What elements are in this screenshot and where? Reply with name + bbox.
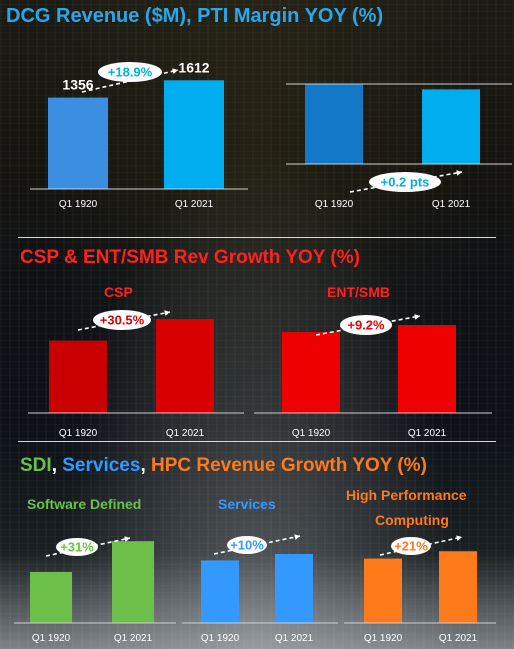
- pti_margin-tick-label-0: Q1 1920: [315, 199, 354, 210]
- sdi-chart: Q1 1920 Q1 2021 +31%: [14, 536, 176, 644]
- hpc-subtitle-line2: Computing: [375, 512, 449, 528]
- hpc-tick-label-1: Q1 2021: [439, 633, 478, 644]
- ent_smb-tick-label-0: Q1 1920: [292, 428, 331, 439]
- dcg_revenue-growth-pill: [98, 62, 162, 82]
- sdi-tick-label-0: Q1 1920: [32, 633, 71, 644]
- ent_smb-tick-label-1: Q1 2021: [408, 428, 447, 439]
- divider-2: [18, 441, 496, 442]
- services-bar-1: [275, 554, 313, 623]
- ent_smb-growth-pill: [340, 315, 392, 335]
- pti_margin-bar-0: [305, 84, 363, 164]
- sdi-tick-label-1: Q1 2021: [114, 633, 153, 644]
- ent_smb-bar-0: [282, 332, 340, 413]
- title-hpc: HPC Revenue Growth YOY (%): [151, 455, 427, 476]
- services-tick-label-0: Q1 1920: [201, 633, 240, 644]
- hpc-subtitle-line1: High Performance: [346, 487, 467, 503]
- hpc-growth-label: +21%: [394, 539, 428, 554]
- dcg_revenue-growth-label: +18.9%: [108, 65, 153, 80]
- pti_margin-arrow-head: [456, 170, 462, 176]
- title-sep-2: ,: [140, 455, 151, 476]
- ent_smb-bar-1: [398, 325, 456, 413]
- sdi-growth-label: +31%: [60, 540, 94, 555]
- title-services: Services: [62, 455, 141, 476]
- dcg_revenue-bar-1: [164, 80, 224, 189]
- csp-chart: Q1 1920 Q1 2021 +30.5%: [28, 310, 244, 439]
- pti_margin-growth-label: +0.2 pts: [381, 175, 430, 190]
- dcg_revenue-bar-0: [48, 97, 108, 189]
- title-sep-1: ,: [51, 455, 63, 476]
- sdi-bar-0: [30, 571, 72, 623]
- csp-bar-0: [49, 340, 107, 413]
- pti_margin-tick-label-1: Q1 2021: [432, 199, 471, 210]
- services-growth-pill: [227, 536, 267, 554]
- hpc-tick-label-0: Q1 1920: [364, 633, 403, 644]
- sdi-growth-pill: [56, 538, 98, 556]
- divider-1: [18, 237, 496, 238]
- pti_margin-chart: Q1 1920 Q1 2021+0.2 pts: [286, 83, 512, 210]
- hpc-growth-pill: [391, 537, 431, 555]
- csp-arrow-head: [164, 310, 170, 316]
- hpc-bar-0: [364, 558, 402, 623]
- csp-growth-pill: [93, 310, 151, 330]
- pti_margin-bar-1: [422, 89, 480, 164]
- services-growth-label: +10%: [230, 538, 264, 553]
- dcg-chart-title: DCG Revenue ($M), PTI Margin YOY (%): [6, 5, 384, 27]
- sdi-bar-1: [112, 541, 154, 623]
- dcg_revenue-data-label-1: 1612: [178, 59, 209, 75]
- services-tick-label-1: Q1 2021: [275, 633, 314, 644]
- services-chart: Q1 1920 Q1 2021 +10%: [182, 534, 338, 644]
- csp-chart-title: CSP & ENT/SMB Rev Growth YOY (%): [20, 247, 360, 268]
- ent_smb-chart: Q1 1920 Q1 2021 +9.2%: [254, 314, 492, 439]
- dcg_revenue-tick-label-0: Q1 1920: [59, 199, 98, 210]
- csp-growth-arrow: [77, 311, 171, 331]
- ent_smb-arrow-head: [414, 314, 420, 320]
- csp-bar-1: [156, 319, 214, 413]
- hpc-arrow-head: [456, 535, 462, 541]
- dcg_revenue-arrow-head: [172, 68, 178, 74]
- services-arrow-head: [294, 534, 300, 540]
- hpc-bar-1: [439, 551, 477, 623]
- row3-chart-title: SDI, Services, HPC Revenue Growth YOY (%…: [20, 455, 427, 477]
- dcg_revenue-data-label-0: 1356: [62, 77, 93, 93]
- csp-tick-label-0: Q1 1920: [59, 428, 98, 439]
- pti_margin-growth-pill: [369, 172, 441, 192]
- csp-subtitle: CSP: [104, 284, 133, 300]
- csp-tick-label-1: Q1 2021: [166, 428, 205, 439]
- title-sdi: SDI: [20, 455, 52, 476]
- ent_smb-growth-label: +9.2%: [347, 318, 385, 333]
- hpc-chart: Q1 1920 Q1 2021 +21%: [344, 535, 496, 644]
- services-bar-0: [201, 560, 239, 623]
- sdi-subtitle: Software Defined: [27, 496, 142, 512]
- dcg_revenue-chart: 1356 Q1 1920 1612 Q1 2021 +18.9%: [30, 59, 248, 210]
- sdi-arrow-head: [124, 536, 130, 542]
- ent-subtitle: ENT/SMB: [327, 284, 390, 300]
- services-subtitle: Services: [218, 496, 276, 512]
- csp-growth-label: +30.5%: [100, 313, 145, 328]
- dcg_revenue-tick-label-1: Q1 2021: [175, 199, 214, 210]
